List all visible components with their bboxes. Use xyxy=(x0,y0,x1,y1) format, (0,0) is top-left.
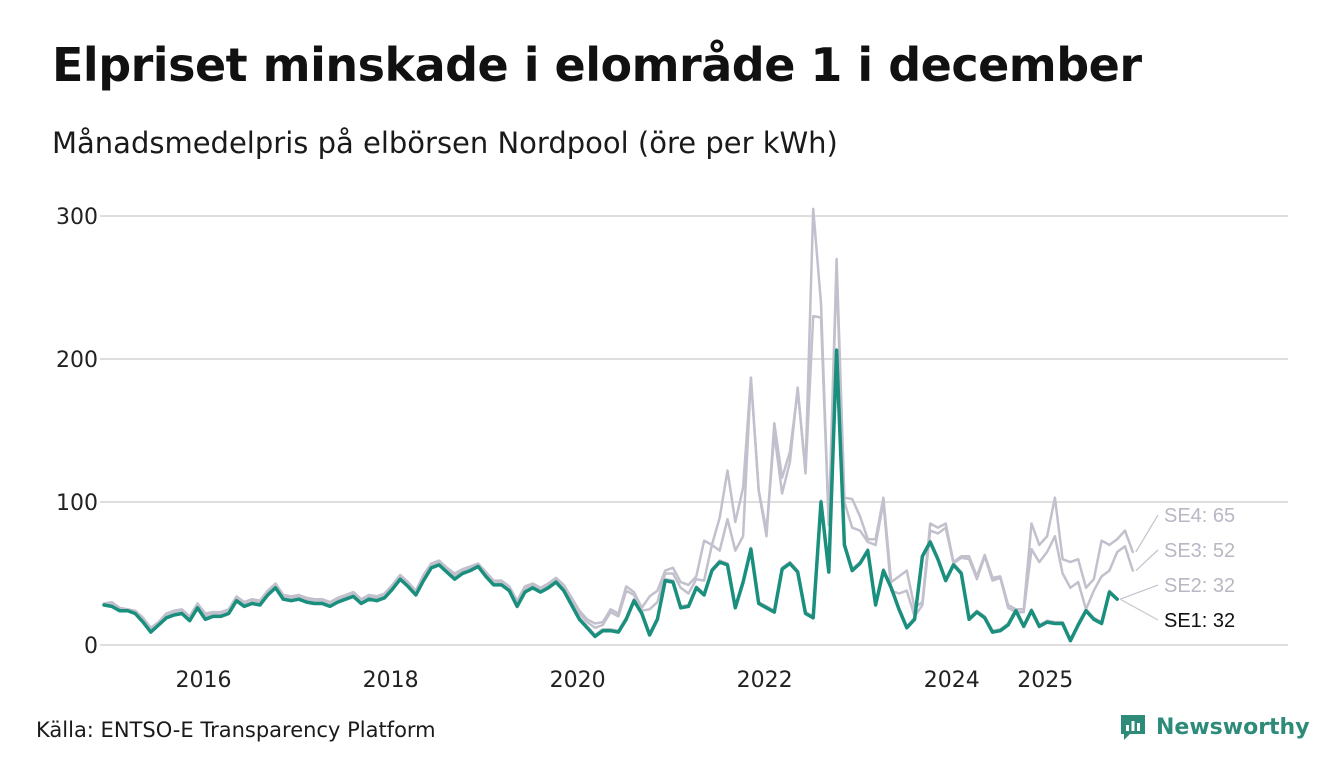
series-end-label-se1: SE1: 32 xyxy=(1164,610,1235,632)
x-tick-label-2018: 2018 xyxy=(363,668,419,693)
label-connector-se2 xyxy=(1119,584,1159,600)
label-connector-se3 xyxy=(1135,549,1159,572)
series-line-se4 xyxy=(102,207,1135,630)
chart-subtitle: Månadsmedelpris på elbörsen Nordpool (ör… xyxy=(52,126,838,160)
series-end-label-se3: SE3: 52 xyxy=(1164,540,1235,562)
newsworthy-icon xyxy=(1121,715,1145,740)
series-line-se3 xyxy=(102,269,1135,631)
x-tick-label-2025: 2025 xyxy=(1017,668,1073,693)
y-tick-label-100: 100 xyxy=(56,491,98,516)
chart-title: Elpriset minskade i elområde 1 i decembe… xyxy=(52,38,1142,92)
brand-name: Newsworthy xyxy=(1156,714,1310,740)
label-connector-se1 xyxy=(1119,598,1159,621)
source-note: Källa: ENTSO-E Transparency Platform xyxy=(36,718,436,742)
label-connector-se4 xyxy=(1135,514,1159,553)
y-tick-label-200: 200 xyxy=(56,348,98,373)
newsworthy-logo: Newsworthy xyxy=(1118,712,1310,742)
y-tick-label-0: 0 xyxy=(84,634,98,659)
line-chart: 0 100 200 300 2016 2018 2020 2022 2024 2025 SE4: 6… xyxy=(56,205,1288,693)
x-tick-label-2024: 2024 xyxy=(924,668,980,693)
y-tick-label-300: 300 xyxy=(56,205,98,230)
x-tick-label-2022: 2022 xyxy=(737,668,793,693)
series-line-se1 xyxy=(102,348,1119,643)
x-tick-label-2016: 2016 xyxy=(176,668,232,693)
x-tick-label-2020: 2020 xyxy=(550,668,606,693)
series-end-label-se4: SE4: 65 xyxy=(1164,505,1235,527)
series-end-label-se2: SE2: 32 xyxy=(1164,575,1235,597)
